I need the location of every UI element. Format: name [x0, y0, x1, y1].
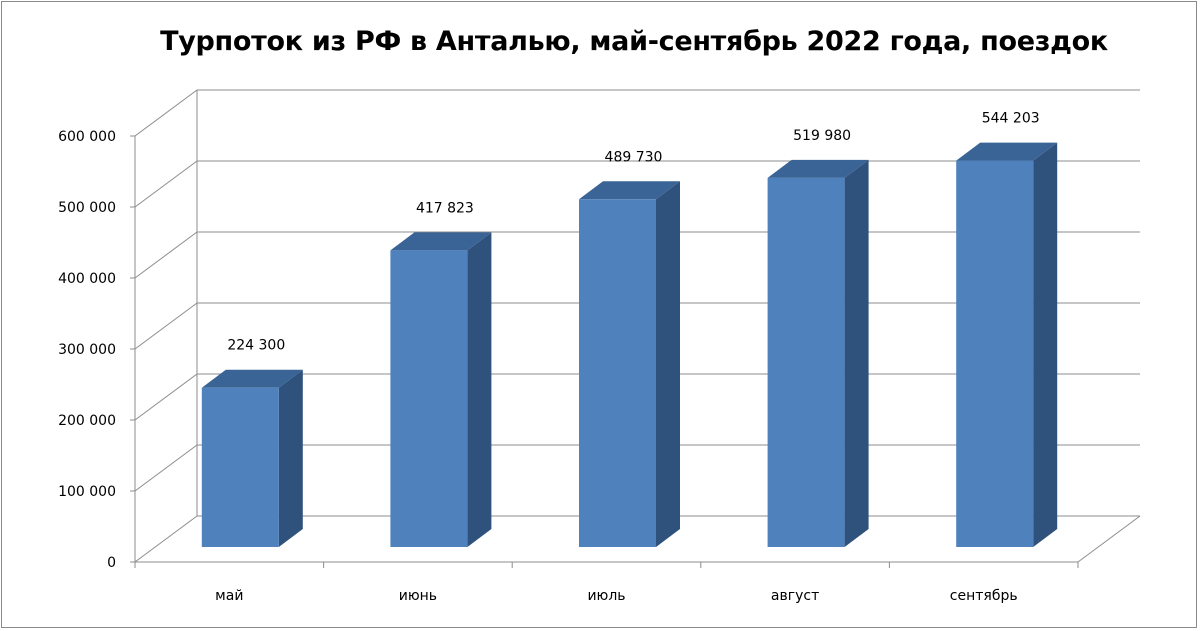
bar: [767, 177, 845, 547]
y-tick-label: 100 000: [58, 484, 116, 500]
bar-side: [467, 232, 492, 547]
bar: [201, 387, 279, 547]
bar-top: [390, 232, 492, 251]
data-label: 544 203: [982, 111, 1040, 127]
gridline-diagonal: [134, 515, 198, 563]
y-tick-label: 0: [107, 555, 116, 571]
bars: [201, 142, 1058, 548]
labels: 0 100 000 200 000 300 000 400 000 500 000 600 …: [58, 111, 1040, 604]
gridline-diagonal: [134, 231, 198, 279]
bar-июль: [579, 181, 680, 548]
gridline-diagonal: [134, 444, 198, 492]
gridline-diagonal: [134, 373, 198, 421]
gridline-diagonal: [134, 160, 198, 208]
bar-top: [201, 369, 303, 388]
bar-top: [956, 142, 1058, 161]
bar-side: [1033, 142, 1058, 547]
bar-side: [278, 369, 303, 547]
x-tick-label: июнь: [399, 588, 437, 604]
x-tick-label: май: [215, 588, 243, 604]
bar-август: [767, 159, 869, 547]
floor-right-edge: [1077, 515, 1141, 563]
x-tick-label: август: [771, 588, 819, 604]
bar-сентябрь: [956, 142, 1058, 547]
bar-top: [579, 181, 680, 200]
y-tick-label: 300 000: [58, 342, 116, 358]
data-label: 224 300: [227, 338, 285, 354]
gridline-diagonal: [134, 302, 198, 350]
bar-июнь: [390, 232, 492, 547]
axes: [130, 90, 1141, 568]
y-tick-label: 400 000: [58, 271, 116, 287]
y-tick-label: 600 000: [58, 129, 116, 145]
y-tick-label: 200 000: [58, 413, 116, 429]
data-label: 489 730: [605, 149, 663, 165]
bar: [956, 160, 1034, 547]
bar: [390, 250, 468, 547]
x-tick-label: сентябрь: [950, 588, 1018, 604]
bar: [579, 199, 656, 548]
bar-side: [844, 159, 869, 547]
x-tick-label: июль: [587, 588, 625, 604]
data-label: 417 823: [416, 200, 474, 216]
data-label: 519 980: [793, 128, 851, 144]
bar-side: [656, 181, 680, 548]
gridline-diagonal: [134, 89, 198, 137]
y-tick-label: 500 000: [58, 200, 116, 216]
bar-top: [767, 159, 869, 178]
chart-title: Турпоток из РФ в Анталью, май-сентябрь 2…: [160, 26, 1108, 57]
bar-май: [201, 369, 303, 547]
